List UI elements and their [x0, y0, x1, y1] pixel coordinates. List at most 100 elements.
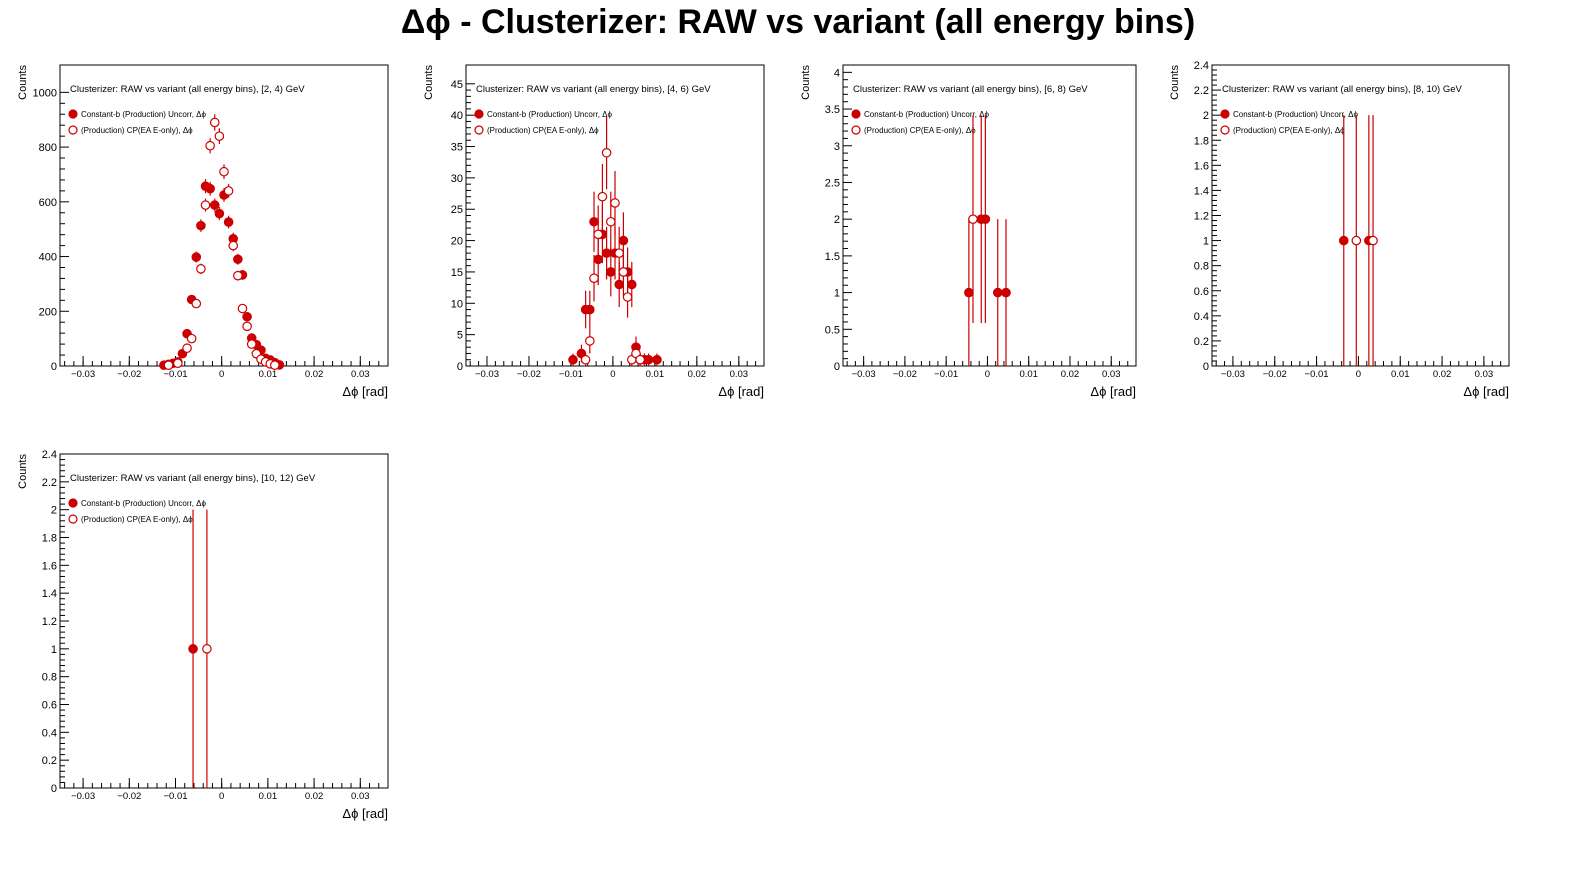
chart-panel-2: −0.03 −0.02 −0.01 0 0.01 0.02 0.03 0 5 10 15 20 25 30… — [423, 64, 765, 399]
y-tick-label: 0.6 — [42, 700, 57, 712]
x-tick-label: 0.01 — [646, 369, 665, 380]
data-point-open — [246, 339, 257, 349]
data-point-filled — [242, 311, 252, 322]
panel-title: Clusterizer: RAW vs variant (all energy … — [70, 473, 316, 484]
y-tick-label: 3.5 — [825, 104, 840, 116]
y-tick-label: 25 — [451, 204, 463, 216]
data-point-filled — [626, 279, 637, 290]
y-tick-label: 1.8 — [42, 533, 57, 545]
data-point-open — [186, 333, 197, 344]
x-axis-label: Δϕ [rad] — [1463, 384, 1509, 399]
x-tick-label: 0.01 — [259, 369, 278, 380]
y-tick-label: 0.8 — [1194, 261, 1209, 273]
y-tick-label: 1.8 — [1194, 135, 1209, 147]
legend-marker-filled — [68, 498, 78, 508]
y-axis-label: Counts — [17, 454, 29, 489]
y-tick-label: 45 — [451, 79, 463, 91]
data-point-open — [163, 360, 174, 370]
data-point-open — [200, 200, 211, 210]
legend-label: (Production) CP(EA E-only), Δϕ — [1233, 126, 1345, 135]
x-axis-label: Δϕ [rad] — [718, 384, 764, 399]
x-tick-label: 0.01 — [1019, 369, 1038, 380]
data-point-filled — [223, 217, 234, 227]
x-tick-label: −0.03 — [71, 369, 95, 380]
legend-marker-open — [1220, 125, 1230, 135]
x-tick-label: 0.02 — [305, 791, 324, 802]
data-point-filled — [585, 304, 595, 315]
data-point-filled — [214, 208, 225, 219]
x-tick-label: −0.01 — [1305, 369, 1329, 380]
data-point-open — [242, 321, 252, 332]
data-point-filled — [964, 287, 974, 298]
data-point-open — [610, 198, 620, 208]
data-point-filled — [209, 200, 220, 210]
legend-marker-open — [68, 125, 78, 135]
y-tick-label: 2.2 — [42, 477, 57, 489]
x-tick-label: 0.02 — [1433, 369, 1452, 380]
y-tick-label: 1.6 — [42, 560, 57, 572]
x-tick-label: 0.03 — [351, 791, 370, 802]
y-tick-label: 0.4 — [1194, 311, 1209, 323]
y-tick-label: 1.2 — [1194, 211, 1209, 223]
y-tick-label: 0 — [834, 361, 840, 373]
y-tick-label: 5 — [457, 330, 463, 342]
data-point-open — [196, 264, 206, 274]
chart-panel-4: −0.03 −0.02 −0.01 0 0.01 0.02 0.03 0 0.2 0.4 0.6 0.… — [1169, 60, 1510, 399]
y-tick-label: 0 — [51, 361, 57, 373]
legend-label: (Production) CP(EA E-only), Δϕ — [487, 126, 599, 135]
x-tick-label: 0 — [219, 791, 224, 802]
data-point-filled — [589, 216, 599, 227]
data-point-open — [618, 267, 629, 277]
data-point-filled — [1338, 235, 1349, 246]
legend-marker-filled — [1220, 109, 1230, 119]
x-tick-label: 0.03 — [730, 369, 749, 380]
y-tick-label: 0 — [1203, 361, 1209, 373]
y-tick-label: 1 — [834, 288, 840, 300]
x-tick-label: −0.03 — [475, 369, 499, 380]
legend-marker-filled — [68, 109, 78, 119]
legend-label: (Production) CP(EA E-only), Δϕ — [81, 515, 193, 524]
y-tick-label: 1.2 — [42, 616, 57, 628]
data-point-open — [622, 292, 633, 302]
y-axis-label: Counts — [800, 65, 812, 100]
y-tick-label: 1000 — [33, 87, 57, 99]
plot-frame — [842, 64, 1137, 367]
data-point-open — [173, 358, 183, 369]
data-point-filled — [188, 644, 198, 654]
x-tick-label: −0.01 — [559, 369, 583, 380]
y-tick-label: 35 — [451, 142, 463, 154]
legend-marker-open — [851, 125, 861, 135]
data-point-open — [606, 216, 616, 227]
y-tick-label: 0.5 — [825, 324, 840, 336]
data-point-open — [205, 140, 215, 151]
data-point-filled — [980, 214, 991, 224]
data-point-filled — [205, 183, 215, 194]
y-tick-label: 4 — [834, 67, 840, 79]
data-point-open — [1351, 235, 1362, 246]
data-point-open — [214, 131, 225, 141]
y-tick-label: 20 — [451, 236, 463, 248]
y-tick-label: 1.5 — [825, 251, 840, 263]
data-point-open — [580, 354, 591, 365]
x-tick-label: 0.02 — [688, 369, 707, 380]
x-tick-label: −0.01 — [934, 369, 958, 380]
data-point-open — [635, 354, 645, 365]
data-point-open — [601, 147, 612, 158]
x-tick-label: 0 — [1356, 369, 1361, 380]
legend-label: Constant-b (Production) Uncorr, Δϕ — [1233, 110, 1359, 119]
x-tick-label: 0.02 — [305, 369, 324, 380]
x-tick-label: −0.03 — [71, 791, 95, 802]
x-tick-label: 0.03 — [351, 369, 370, 380]
y-tick-label: 1.4 — [42, 588, 57, 600]
x-tick-label: −0.03 — [852, 369, 876, 380]
data-point-filled — [652, 354, 662, 365]
y-tick-label: 3 — [834, 141, 840, 153]
data-point-filled — [1001, 287, 1011, 298]
page-title: Δϕ - Clusterizer: RAW vs variant (all en… — [400, 3, 1196, 41]
y-tick-label: 0.6 — [1194, 286, 1209, 298]
y-tick-label: 10 — [451, 298, 463, 310]
data-point-open — [182, 343, 192, 354]
data-point-open — [589, 273, 599, 284]
data-point-filled — [643, 354, 654, 365]
data-point-filled — [606, 267, 616, 277]
